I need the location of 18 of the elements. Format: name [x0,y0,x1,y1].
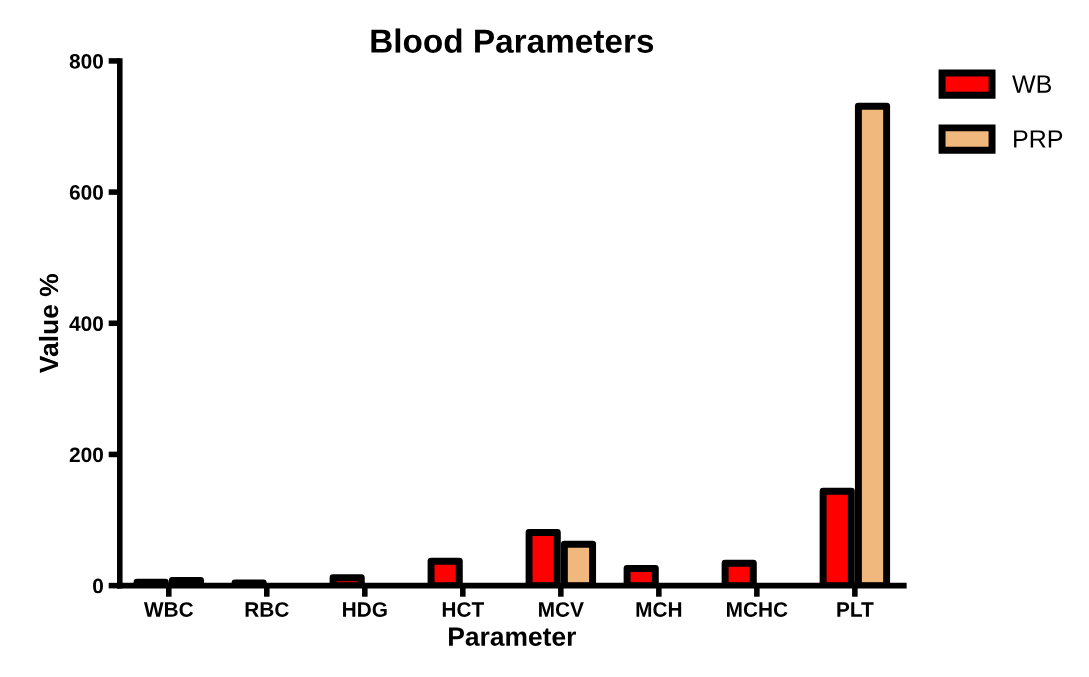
chart-title: Blood Parameters [371,28,654,53]
x-tick-label: WBC [143,602,194,617]
x-tick-label: PLT [837,602,874,617]
x-tick-label: HDG [343,602,387,617]
legend-label: PRP [1014,130,1063,148]
y-tick-label: 600 [69,185,103,200]
x-tick-label: MCV [539,602,584,617]
y-tick-label: 0 [93,578,103,594]
x-tick-label: HCT [442,602,485,617]
x-tick-label: MCHC [727,602,788,617]
y-axis-title: Value % [38,274,59,373]
legend-label: WB [1012,75,1051,93]
y-tick-label: 200 [69,447,103,463]
x-axis-title: Parameter [449,627,576,646]
x-tick-label: RBC [245,602,289,617]
x-tick-label: MCH [636,602,682,617]
y-tick-label: 400 [69,316,103,332]
y-tick-label: 800 [69,53,103,69]
